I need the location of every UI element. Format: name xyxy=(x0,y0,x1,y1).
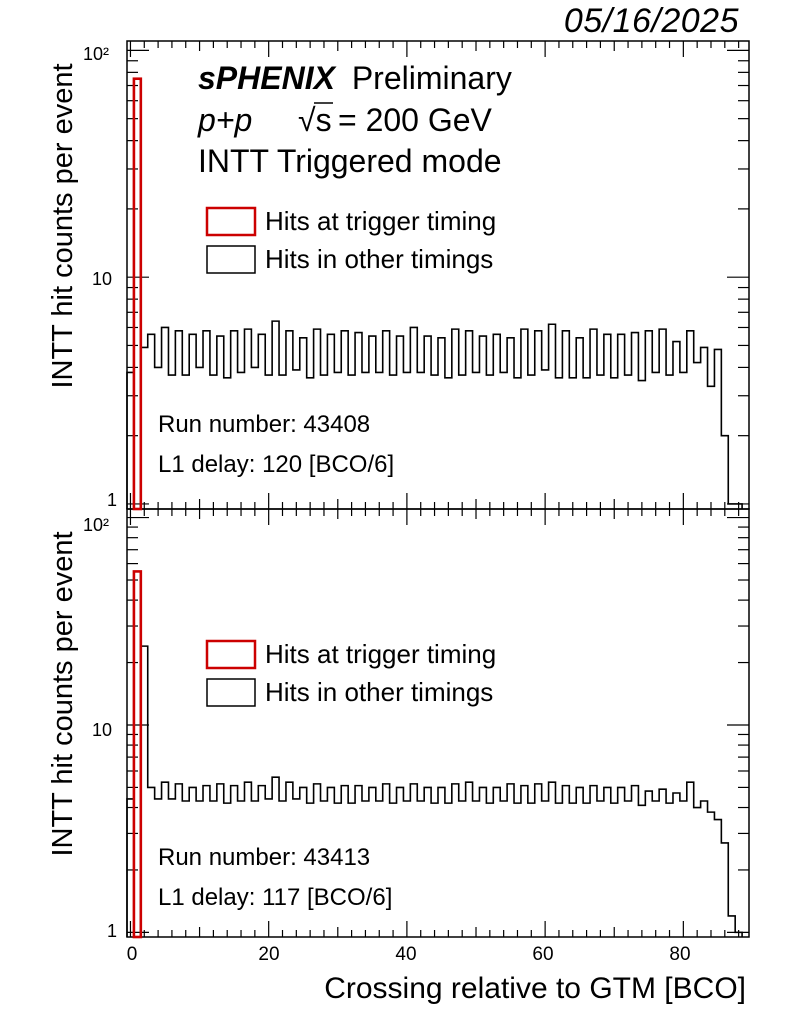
experiment-name: sPHENIX xyxy=(198,60,337,96)
top-y-ticks xyxy=(127,49,749,505)
preliminary-label: Preliminary xyxy=(352,60,512,96)
bottom-ytick-label-100: 10² xyxy=(83,515,109,535)
x-axis-title: Crossing relative to GTM [BCO] xyxy=(324,972,746,1005)
xtick-label-60: 60 xyxy=(532,944,553,965)
top-ytick-label-1: 1 xyxy=(107,490,117,510)
top-legend-other-swatch xyxy=(206,245,256,274)
bottom-legend-trigger-label: Hits at trigger timing xyxy=(265,639,496,669)
bottom-legend-trigger-swatch xyxy=(205,639,257,670)
xtick-label-0: 0 xyxy=(127,944,138,965)
bottom-legend-other-label: Hits in other timings xyxy=(265,677,493,707)
top-trigger-bin xyxy=(132,77,143,511)
top-legend-other-label: Hits in other timings xyxy=(265,244,493,274)
bottom-ytick-label-1: 1 xyxy=(107,921,117,941)
top-legend-trigger-swatch xyxy=(205,206,257,237)
top-run-number: Run number: 43408 xyxy=(158,411,370,438)
date-label: 05/16/2025 xyxy=(563,2,739,40)
top-l1-delay: L1 delay: 120 [BCO/6] xyxy=(158,451,394,478)
xtick-label-40: 40 xyxy=(395,944,416,965)
x-ticks xyxy=(129,41,740,937)
bottom-l1-delay: L1 delay: 117 [BCO/6] xyxy=(158,884,392,911)
top-legend-trigger-label: Hits at trigger timing xyxy=(265,206,496,236)
bottom-legend-other-swatch xyxy=(206,678,256,707)
bottom-trigger-bin xyxy=(132,570,143,939)
bottom-y-ticks xyxy=(127,516,749,933)
xtick-label-80: 80 xyxy=(669,944,690,965)
collision-system: p+p xyxy=(197,102,252,138)
bottom-panel-frame xyxy=(126,508,750,938)
top-ytick-label-10: 10 xyxy=(92,269,112,289)
energy-label: = 200 GeV xyxy=(338,102,493,138)
top-histogram xyxy=(126,77,743,511)
header-line-1: sPHENIX Preliminary xyxy=(198,60,512,96)
header-line-2: p+p xyxy=(197,102,252,138)
sqrt-s-label: √s xyxy=(298,102,332,138)
top-ytick-label-100: 10² xyxy=(83,44,109,64)
bottom-histogram xyxy=(126,570,743,939)
trigger-mode-label: INTT Triggered mode xyxy=(198,143,502,179)
bottom-run-number: Run number: 43413 xyxy=(158,844,370,871)
bottom-y-axis-title: INTT hit counts per event xyxy=(47,531,79,856)
bottom-ytick-label-10: 10 xyxy=(92,720,112,740)
xtick-label-20: 20 xyxy=(258,944,279,965)
top-y-axis-title: INTT hit counts per event xyxy=(47,63,79,388)
